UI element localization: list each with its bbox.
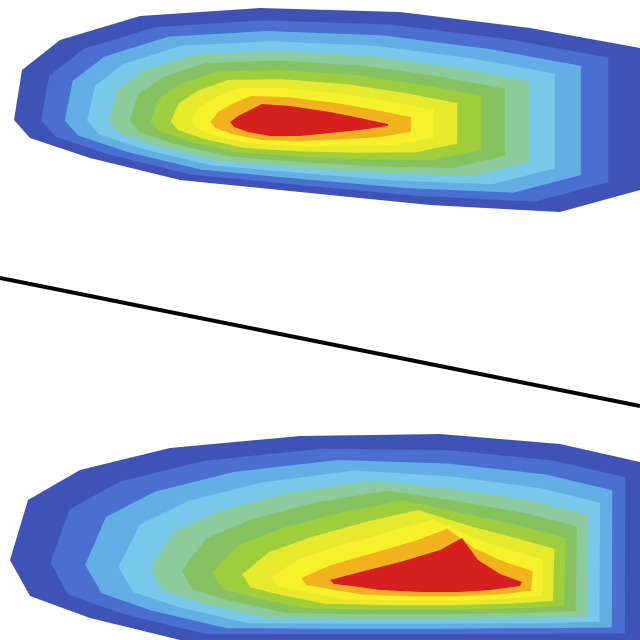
lower-contour-panel (10, 434, 640, 640)
lower-contour-band-11 (330, 538, 522, 592)
upper-contour-panel (14, 8, 640, 212)
upper-contour-band-11 (230, 104, 388, 136)
diagonal-separator-line (0, 276, 640, 408)
